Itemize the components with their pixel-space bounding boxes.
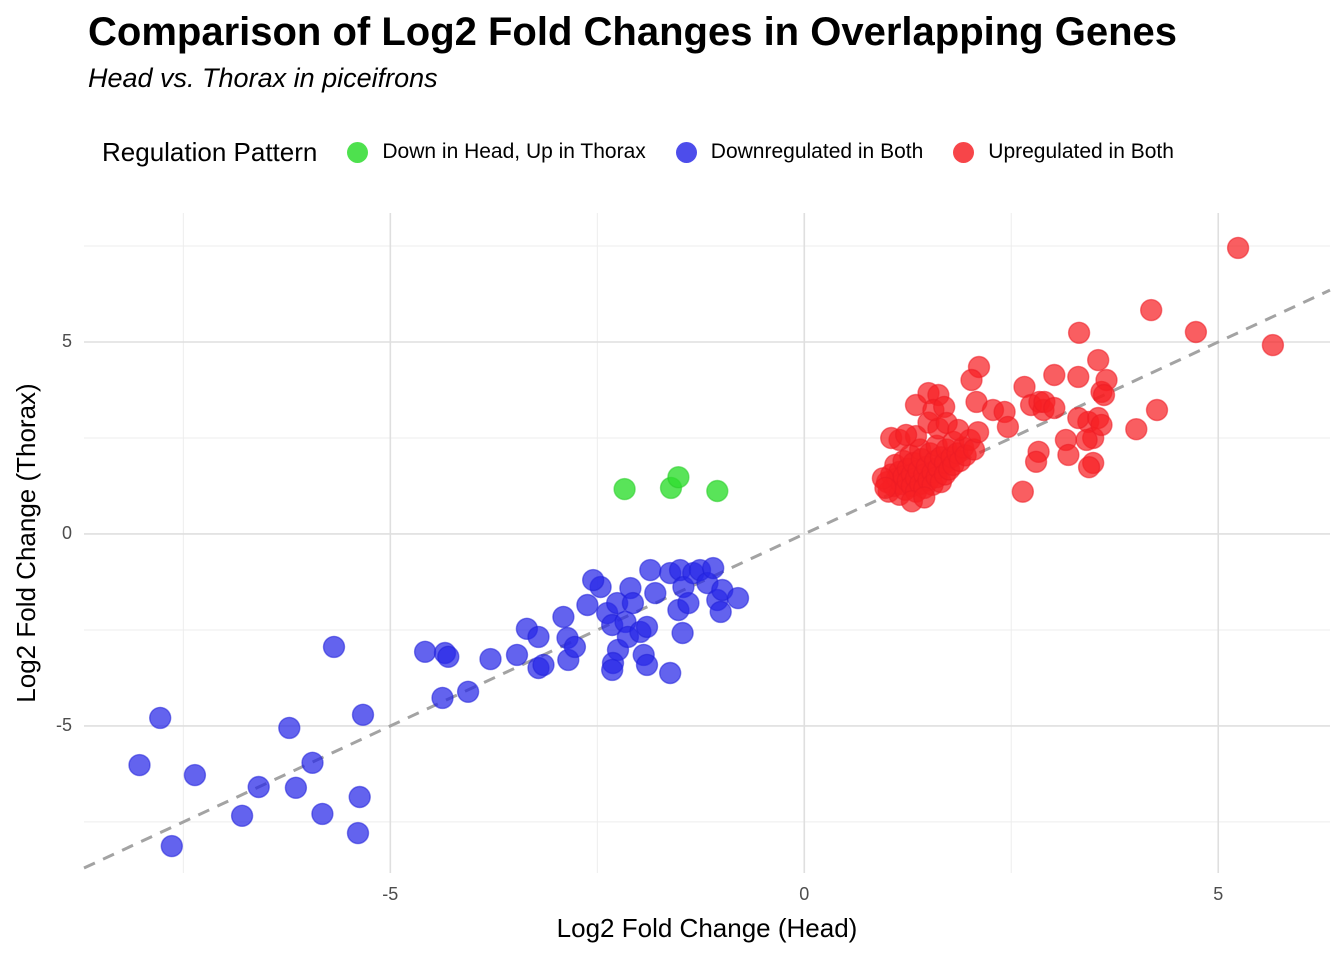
scatter-point (667, 466, 690, 489)
scatter-point (479, 647, 502, 671)
scatter-point (1075, 428, 1098, 452)
blue-dot-icon (675, 141, 697, 163)
y-tick-label: 5 (61, 331, 72, 351)
scatter-point (431, 686, 454, 710)
scatter-point (913, 486, 936, 509)
scatter-point (966, 421, 990, 444)
scatter-point (322, 635, 346, 659)
scatter-point (996, 415, 1020, 439)
scatter-point (1092, 383, 1116, 407)
scatter-point (1067, 365, 1090, 389)
scatter-point (1184, 320, 1208, 344)
legend-item-label: Upregulated in Both (988, 140, 1174, 163)
scatter-point (1067, 321, 1091, 344)
scatter-point (278, 716, 301, 740)
scatter-point (456, 680, 480, 703)
scatter-point (148, 706, 172, 730)
x-axis-title: Log2 Fold Change (Head) (556, 913, 858, 943)
scatter-point (671, 621, 694, 645)
scatter-point (1067, 406, 1090, 430)
y-tick-label: -5 (55, 714, 72, 735)
scatter-point (437, 645, 460, 668)
scatter-point (311, 802, 334, 826)
scatter-point (621, 591, 645, 615)
scatter-point (346, 821, 370, 845)
scatter-point (644, 581, 667, 605)
legend-item: Down in Head, Up in Thorax (347, 140, 646, 164)
scatter-point (1125, 418, 1148, 441)
scatter-point (613, 477, 636, 501)
scatter-point (160, 834, 184, 858)
scatter-point (230, 804, 254, 827)
scatter-point (284, 776, 308, 799)
chart-subtitle: Head vs. Thorax in piceifrons (88, 63, 438, 93)
scatter-point (709, 600, 732, 624)
x-tick-label: 5 (1213, 884, 1224, 904)
scatter-point (1057, 443, 1080, 467)
legend: Regulation Pattern Down in Head, Up in T… (102, 132, 1174, 172)
scatter-point (348, 785, 371, 809)
scatter-point (639, 558, 662, 582)
scatter-point (1261, 333, 1285, 357)
scatter-point (659, 661, 682, 685)
y-tick-label: 0 (61, 522, 72, 543)
x-tick-label: -5 (382, 884, 399, 904)
y-axis-title: Log2 Fold Change (Thorax) (11, 383, 41, 703)
scatter-point (702, 556, 725, 580)
green-dot-icon (347, 141, 369, 163)
scatter-point (552, 605, 575, 629)
scatter-point (1043, 396, 1066, 420)
legend-title: Regulation Pattern (102, 136, 318, 167)
scatter-point (563, 635, 587, 659)
legend-item-label: Down in Head, Up in Thorax (382, 140, 646, 163)
scatter-point (413, 640, 437, 663)
scatter-point (1139, 298, 1163, 322)
scatter-point (635, 653, 659, 677)
scatter-point (1090, 413, 1113, 437)
x-tick-label: 0 (799, 884, 810, 904)
red-dot-icon (953, 141, 975, 163)
scatter-point (947, 418, 970, 442)
reference-line (83, 288, 1331, 870)
scatter-point (505, 643, 529, 667)
scatter-point (1226, 236, 1250, 260)
scatter-point (601, 658, 624, 682)
scatter-point (677, 591, 700, 615)
scatter-point (301, 751, 324, 774)
scatter-point (576, 593, 599, 617)
scatter-point (706, 479, 729, 503)
scatter-point (582, 568, 605, 592)
scatter-point (894, 423, 918, 447)
scatter-point (1077, 456, 1101, 479)
scatter-point (183, 763, 207, 787)
scatter-point (1145, 398, 1169, 422)
scatter-point (1024, 450, 1048, 473)
scatter-point (874, 476, 897, 500)
chart-title: Comparison of Log2 Fold Changes in Overl… (88, 10, 1178, 54)
scatter-point (527, 625, 550, 649)
scatter-point (960, 368, 983, 392)
legend-item: Downregulated in Both (675, 140, 924, 164)
legend-item: Upregulated in Both (953, 140, 1174, 164)
scatter-point (532, 653, 555, 677)
scatter-point (1086, 348, 1110, 372)
scatter-point (726, 586, 750, 610)
scatter-point (128, 753, 151, 777)
scatter-point (1011, 480, 1034, 503)
scatter-point (247, 775, 270, 799)
legend-item-label: Downregulated in Both (710, 140, 924, 163)
scatter-point (351, 703, 375, 726)
scatter-point (1043, 363, 1066, 387)
scatter-point (635, 615, 659, 639)
